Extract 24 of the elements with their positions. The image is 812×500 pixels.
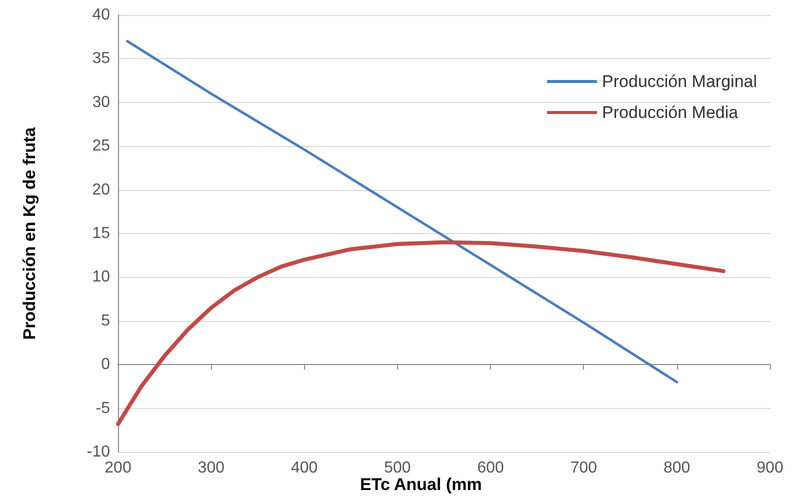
y-tick-label: 35 — [92, 50, 110, 68]
y-tick-label: 25 — [92, 138, 110, 155]
y-tick-label: 0 — [101, 356, 110, 374]
y-tick-label: 15 — [92, 225, 110, 242]
y-tick-label: 5 — [101, 312, 110, 330]
y-tick-label: 20 — [92, 181, 110, 198]
x-tick-label: 200 — [104, 460, 132, 476]
x-tick-label: 900 — [756, 460, 784, 476]
x-tick-label: 700 — [570, 460, 598, 476]
x-tick-label: 300 — [198, 460, 225, 476]
y-axis-title: Producción en Kg de fruta — [20, 126, 39, 340]
legend-label: Producción Marginal — [602, 72, 757, 91]
y-tick-label: 40 — [92, 6, 110, 24]
y-tick-label: -10 — [86, 444, 110, 460]
x-tick-label: 800 — [664, 460, 690, 476]
y-tick-label: 30 — [92, 94, 110, 111]
y-tick-label: 10 — [92, 268, 110, 286]
x-tick-label: 600 — [477, 460, 504, 476]
legend-label: Producción Media — [602, 103, 739, 122]
line-series — [116, 240, 726, 426]
x-tick-label: 400 — [290, 460, 318, 476]
x-axis-title: ETc Anual (mm — [360, 475, 482, 494]
x-tick-label: 500 — [384, 460, 411, 476]
y-tick-label: -5 — [96, 400, 110, 417]
